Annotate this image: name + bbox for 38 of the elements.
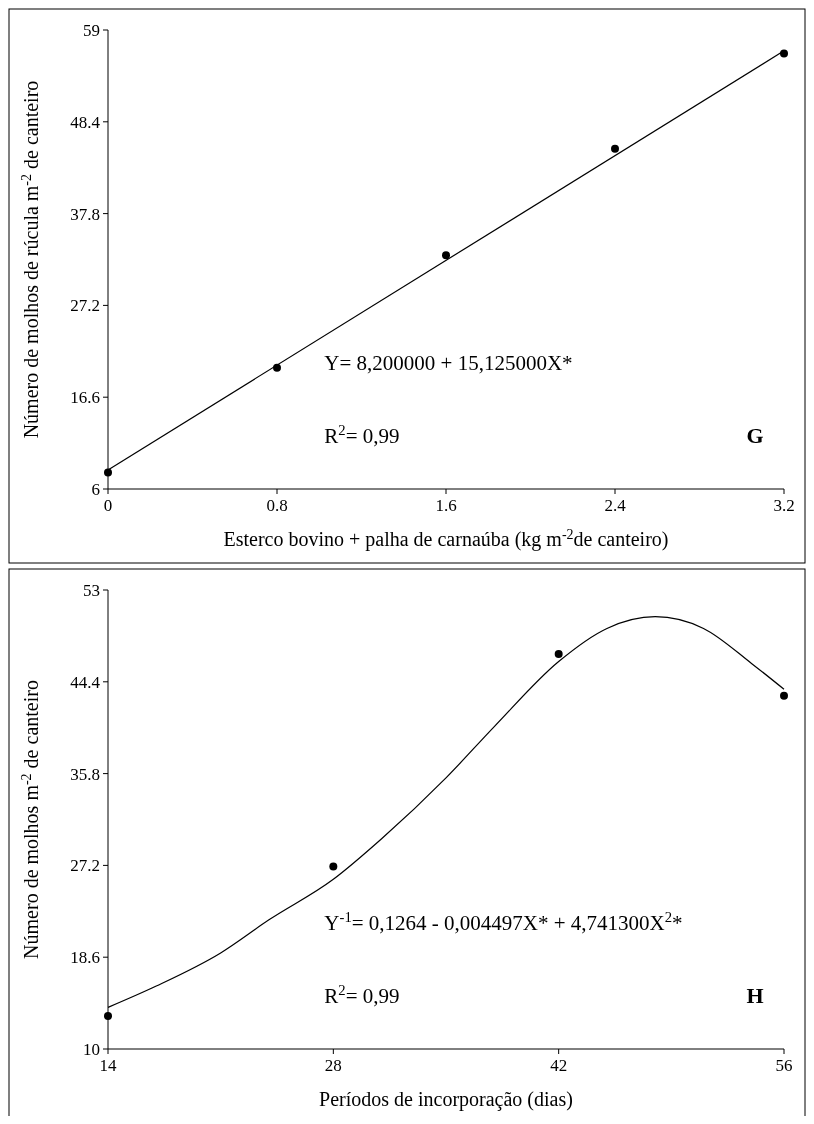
x-axis-title: Esterco bovino + palha de carnaúba (kg m$^{-2}$de canteiro) [223,526,669,551]
x-tick-label: 1.6 [435,496,457,515]
point [554,650,563,659]
x-tick-label: 56 [775,1056,793,1075]
point [273,363,281,372]
x-tick-label: 3.2 [773,496,795,515]
annotation: Y= 8,200000 + 15,125000X* [324,350,573,375]
y-tick-label: 10 [83,1039,100,1059]
x-tick-label: 0 [103,496,113,515]
x-axis-title: Períodos de incorporação (dias) [319,1088,573,1111]
y-tick-label: 16.6 [70,388,100,408]
annotation: G [746,423,764,449]
y-tick-label: 59 [83,20,100,40]
point [329,862,338,871]
y-tick-label: 18.6 [70,948,100,968]
y-tick-label: 44.4 [70,672,101,692]
x-tick-label: 28 [324,1056,342,1075]
x-tick-label: 2.4 [604,496,627,515]
point [780,49,788,58]
point [611,144,619,153]
y-tick-label: 48.4 [70,112,101,132]
y-tick-label: 37.8 [70,204,100,224]
y-tick-label: 27.2 [70,856,100,876]
x-tick-label: 42 [550,1056,568,1075]
point [780,691,788,700]
point [442,251,450,260]
y-tick-label: 53 [83,580,100,600]
annotation: R$^{2}$= 0,99 [324,982,400,1009]
point [104,468,112,477]
y-tick-label: 6 [91,479,100,499]
y-tick-label: 27.2 [70,296,100,316]
annotation: H [746,983,764,1009]
x-tick-label: 0.8 [266,496,288,515]
y-tick-label: 35.8 [70,764,100,784]
annotation: R$^{2}$= 0,99 [324,422,400,449]
x-tick-label: 14 [99,1056,117,1075]
annotation: Y$^{-1}$= 0,1264 - 0,004497X* + 4,741300X$^{2}$* [324,908,683,935]
point [104,1011,112,1020]
